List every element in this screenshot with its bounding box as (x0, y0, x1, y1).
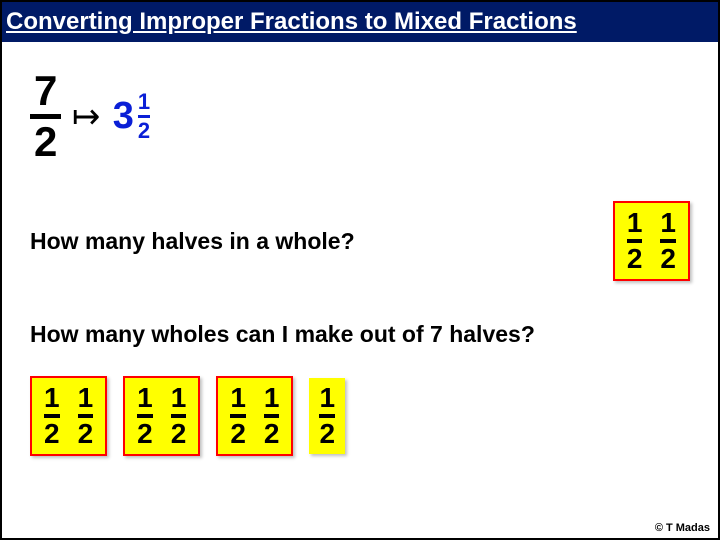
half-denominator: 2 (78, 420, 94, 448)
half-numerator: 1 (78, 384, 94, 412)
half-fraction: 1 2 (44, 384, 60, 448)
halves-row: 1 2 1 2 1 2 1 2 (30, 376, 690, 456)
question2-text: How many wholes can I make out of 7 halv… (30, 321, 690, 348)
content-area: 7 2 ↦ 3 1 2 How many halves in a whole? … (2, 42, 718, 456)
half-numerator: 1 (137, 384, 153, 412)
half-fraction: 1 2 (230, 384, 246, 448)
half-fraction: 1 2 (660, 209, 676, 273)
half-numerator: 1 (230, 384, 246, 412)
half-numerator: 1 (44, 384, 60, 412)
half-fraction: 1 2 (78, 384, 94, 448)
page-title: Converting Improper Fractions to Mixed F… (2, 2, 718, 42)
mixed-denominator: 2 (138, 120, 150, 142)
half-numerator: 1 (660, 209, 676, 237)
half-denominator: 2 (319, 420, 335, 448)
improper-numerator: 7 (30, 70, 61, 112)
question1-text: How many halves in a whole? (30, 228, 355, 255)
half-denominator: 2 (627, 245, 643, 273)
half-numerator: 1 (171, 384, 187, 412)
whole-pair-block: 1 2 1 2 (30, 376, 107, 456)
half-numerator: 1 (264, 384, 280, 412)
question1-row: How many halves in a whole? 1 2 1 2 (30, 201, 690, 281)
half-fraction: 1 2 (627, 209, 643, 273)
mixed-numerator: 1 (138, 91, 150, 113)
half-denominator: 2 (171, 420, 187, 448)
leftover-half-block: 1 2 (309, 378, 345, 454)
improper-fraction: 7 2 (30, 70, 61, 163)
half-fraction: 1 2 (264, 384, 280, 448)
half-fraction: 1 2 (137, 384, 153, 448)
half-denominator: 2 (660, 245, 676, 273)
improper-denominator: 2 (30, 121, 61, 163)
conversion-row: 7 2 ↦ 3 1 2 (30, 70, 690, 163)
half-denominator: 2 (137, 420, 153, 448)
half-fraction: 1 2 (171, 384, 187, 448)
mixed-number: 3 1 2 (113, 91, 150, 142)
slide: Converting Improper Fractions to Mixed F… (0, 0, 720, 540)
half-denominator: 2 (264, 420, 280, 448)
maps-to-icon: ↦ (72, 97, 101, 137)
half-numerator: 1 (627, 209, 643, 237)
credit-text: © T Madas (655, 522, 710, 534)
half-fraction: 1 2 (319, 384, 335, 448)
half-numerator: 1 (319, 384, 335, 412)
half-denominator: 2 (230, 420, 246, 448)
whole-pair-block: 1 2 1 2 (216, 376, 293, 456)
half-denominator: 2 (44, 420, 60, 448)
mixed-fraction: 1 2 (138, 91, 150, 142)
whole-pair-block: 1 2 1 2 (613, 201, 690, 281)
whole-pair-block: 1 2 1 2 (123, 376, 200, 456)
mixed-whole: 3 (113, 95, 134, 138)
